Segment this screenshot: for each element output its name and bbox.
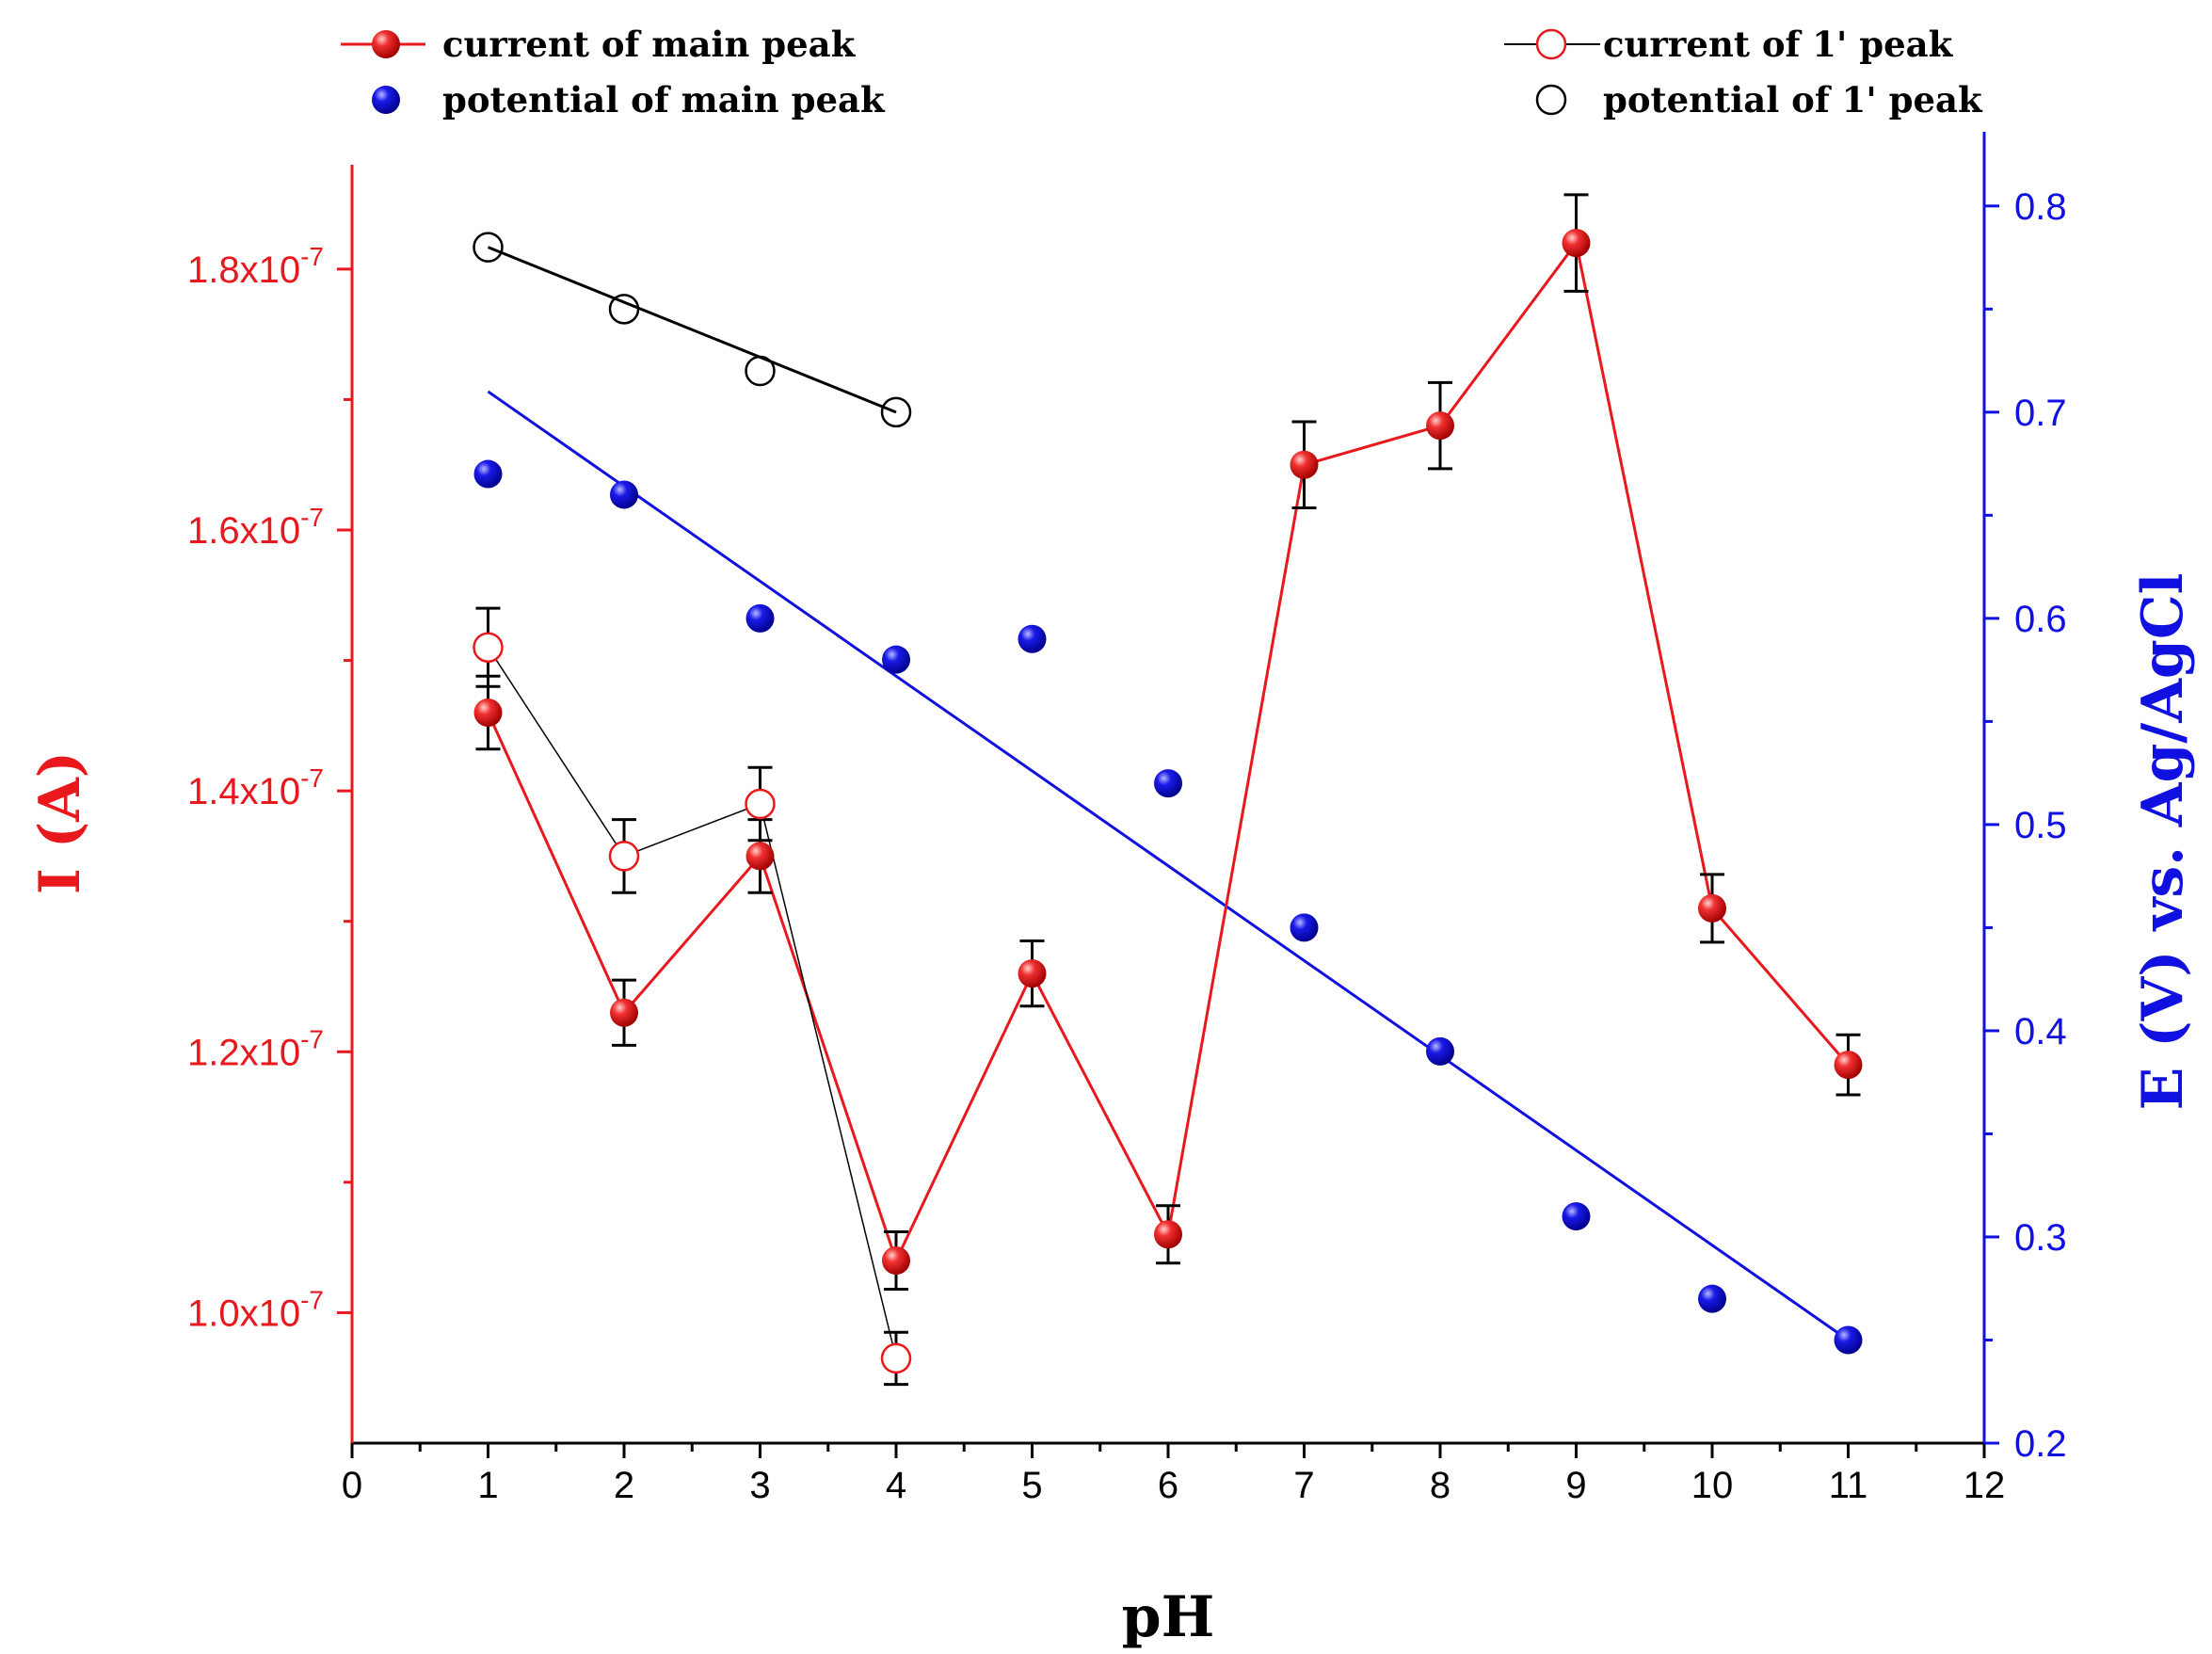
x-tick-label: 8 — [1430, 1465, 1451, 1506]
point-first-potential — [608, 294, 640, 325]
x-tick-label: 1 — [477, 1465, 498, 1506]
point-main-current — [1834, 1051, 1863, 1080]
right-y-tick-label: 0.3 — [2014, 1217, 2067, 1259]
point-main-potential — [1562, 1202, 1591, 1231]
point-main-potential — [1018, 624, 1047, 653]
right-y-tick-label: 0.4 — [2014, 1011, 2067, 1052]
x-tick-label: 0 — [342, 1465, 362, 1506]
legend-swatch-first-current — [1535, 28, 1567, 60]
point-main-current — [1290, 450, 1319, 479]
point-main-current — [610, 998, 638, 1027]
x-tick-label: 6 — [1158, 1465, 1178, 1506]
point-main-current — [473, 699, 503, 727]
point-first-potential — [473, 232, 504, 263]
point-first-current — [473, 632, 504, 663]
x-tick-label: 3 — [749, 1465, 770, 1506]
point-first-current — [745, 788, 776, 820]
point-main-current — [882, 1246, 910, 1275]
legend-swatch-main-current — [372, 30, 400, 58]
point-main-potential — [610, 480, 638, 509]
left-y-tick-label: 1.8x10-7 — [187, 242, 324, 291]
x-tick-label: 12 — [1964, 1465, 2006, 1506]
point-main-current — [745, 842, 775, 871]
x-tick-label: 11 — [1829, 1465, 1868, 1506]
point-main-potential — [1154, 769, 1182, 798]
x-tick-label: 5 — [1021, 1465, 1042, 1506]
x-tick-label: 9 — [1565, 1465, 1586, 1506]
x-axis-title: pH — [1122, 1584, 1215, 1650]
point-main-potential — [1834, 1325, 1863, 1355]
point-main-current — [1698, 893, 1726, 923]
point-main-current — [1018, 959, 1047, 988]
x-tick-label: 2 — [614, 1465, 634, 1506]
right-y-tick-label: 0.6 — [2014, 599, 2067, 640]
legend-label-first-current: current of 1' peak — [1603, 24, 1954, 65]
x-tick-label: 7 — [1293, 1465, 1314, 1506]
point-first-current — [608, 841, 640, 872]
left-y-tick-label: 1.4x10-7 — [187, 763, 324, 812]
point-first-potential — [880, 396, 912, 428]
point-main-current — [1426, 411, 1454, 441]
point-main-potential — [473, 459, 503, 489]
left-y-tick-label: 1.2x10-7 — [187, 1024, 324, 1073]
point-main-potential — [1290, 913, 1319, 942]
point-first-potential — [745, 355, 776, 387]
left-y-tick-label: 1.0x10-7 — [187, 1285, 324, 1334]
point-main-potential — [882, 645, 910, 674]
point-first-current — [880, 1342, 912, 1374]
x-tick-label: 10 — [1691, 1465, 1734, 1506]
fit-line — [487, 246, 897, 414]
point-main-potential — [1426, 1036, 1454, 1066]
right-y-tick-label: 0.7 — [2014, 393, 2067, 434]
left-y-tick-label: 1.6x10-7 — [187, 503, 324, 552]
left-y-axis-title: I (A) — [27, 751, 93, 894]
series-line-main-current — [487, 239, 1850, 1265]
point-main-current — [1562, 229, 1591, 258]
fit-line — [487, 390, 1850, 1341]
legend-label-main-potential: potential of main peak — [442, 79, 886, 120]
series-line-first-current — [487, 647, 897, 1359]
legend-swatch-main-potential — [372, 86, 400, 114]
right-y-axis-title: E (V) vs. Ag/AgCl — [2130, 573, 2196, 1111]
legend-label-main-current: current of main peak — [442, 24, 857, 65]
point-main-potential — [745, 603, 775, 633]
point-main-current — [1154, 1220, 1182, 1249]
right-y-tick-label: 0.8 — [2014, 186, 2067, 228]
legend-swatch-first-potential — [1535, 84, 1567, 116]
right-y-tick-label: 0.5 — [2014, 805, 2067, 846]
x-tick-label: 4 — [886, 1465, 906, 1506]
right-y-tick-label: 0.2 — [2014, 1423, 2067, 1465]
point-main-potential — [1698, 1284, 1726, 1313]
legend-label-first-potential: potential of 1' peak — [1603, 79, 1983, 120]
